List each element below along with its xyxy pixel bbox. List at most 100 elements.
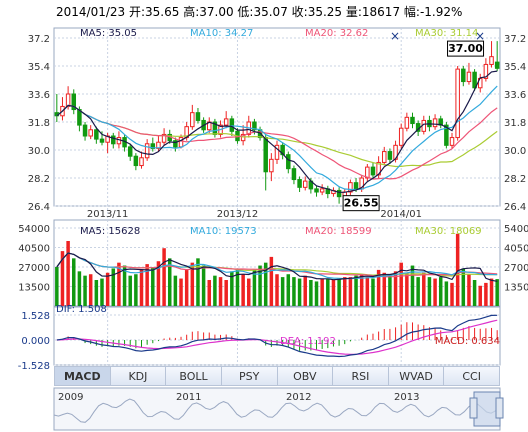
macd-y-tick: 0.000 <box>21 336 50 347</box>
volume-y-tick-right: 54000 <box>504 224 528 235</box>
volume-bar <box>213 275 217 306</box>
volume-y-tick-right: 13500 <box>504 283 528 294</box>
volume-bar <box>422 272 426 306</box>
volume-bar <box>128 275 132 306</box>
price-y-tick-right: 28.2 <box>504 174 526 185</box>
candle-body <box>269 158 274 173</box>
volume-bar <box>83 275 87 306</box>
volume-bar <box>184 269 189 306</box>
volume-bar <box>382 272 387 306</box>
volume-bar <box>376 269 381 306</box>
macd-y-tick: -1.528 <box>18 361 50 372</box>
price-y-tick-left: 37.2 <box>28 34 50 45</box>
price-y-tick-right: 35.4 <box>504 62 526 73</box>
navigator-left-handle[interactable] <box>469 397 478 419</box>
volume-bar <box>72 258 76 306</box>
volume-bar <box>478 285 482 306</box>
candle-body <box>302 180 308 188</box>
candle-body <box>348 182 353 193</box>
candle-body <box>190 112 195 128</box>
volume-bar <box>342 277 347 306</box>
candle-body <box>195 112 201 121</box>
volume-bar <box>145 264 149 306</box>
price-ma10-line <box>56 85 498 191</box>
candle-body <box>336 189 342 198</box>
volume-bar <box>354 275 358 306</box>
price-legend-ma5: MA5: 35.05 <box>80 28 137 39</box>
candle-body <box>150 143 156 149</box>
volume-bar <box>438 277 443 306</box>
close-value: 35.25 <box>308 5 346 19</box>
volume-bar <box>247 278 251 306</box>
volume-bar <box>263 262 268 306</box>
candle-body <box>88 129 93 137</box>
volume-ma10-line <box>56 252 498 280</box>
price-y-tick-left: 30.0 <box>28 146 50 157</box>
candle-body <box>494 61 500 69</box>
low-label: 低: <box>237 5 253 19</box>
volume-bar <box>348 277 353 306</box>
volume-bar <box>292 277 296 306</box>
volume-bar <box>66 241 70 306</box>
candle-body <box>178 137 184 148</box>
volume-bar <box>275 274 279 306</box>
volume-bar <box>359 274 364 306</box>
candle-body <box>173 140 178 148</box>
candle-body <box>461 68 466 83</box>
volume-legend-ma20: MA20: 18599 <box>305 226 372 237</box>
dea-line <box>56 319 498 355</box>
price-panel-frame <box>53 27 501 207</box>
change-label: 幅: <box>404 4 420 19</box>
candle-body <box>133 155 139 167</box>
volume-bar <box>371 278 375 306</box>
x-tick-label: 2014/01 <box>380 209 422 220</box>
volume-bar <box>461 268 466 306</box>
volume-bar <box>173 275 178 306</box>
candle-body <box>286 154 291 170</box>
min-price-label: 26.55 <box>344 197 379 210</box>
high-marker-icon: × <box>390 29 400 43</box>
volume-bar <box>167 258 172 306</box>
volume-bar <box>326 278 330 306</box>
price-y-tick-right: 30.0 <box>504 146 526 157</box>
macd-legend-macd: MACD: 0.634 <box>435 336 500 347</box>
quote-header: 2014/01/23 开:35.65 高:37.00 低:35.07 收:35.… <box>56 4 462 19</box>
volume-bar <box>77 271 82 306</box>
candle-body <box>410 116 415 125</box>
volume-y-tick-right: 40500 <box>504 244 528 255</box>
tab-rsi[interactable]: RSI <box>333 366 389 386</box>
price-y-tick-right: 31.8 <box>504 118 526 129</box>
volume-bar <box>196 258 200 306</box>
volume-bar <box>201 265 206 306</box>
volume-bar <box>365 277 370 306</box>
candle-body <box>71 93 77 111</box>
volume-y-tick-left: 40500 <box>18 244 50 255</box>
tab-kdj[interactable]: KDJ <box>110 366 167 386</box>
volume-bar <box>489 278 494 306</box>
candle-body <box>472 71 477 89</box>
high-value: 37.00 <box>199 5 237 19</box>
macd-legend-dif: DIF: 1.508 <box>56 304 107 315</box>
macd-legend-dea: DEA: 1.192 <box>280 336 336 347</box>
candle-body <box>229 118 235 132</box>
high-label: 高: <box>183 4 199 19</box>
tab-obv[interactable]: OBV <box>277 366 334 386</box>
price-legend-ma10: MA10: 34.27 <box>190 28 253 39</box>
open-value: 35.65 <box>145 5 183 19</box>
candle-body <box>444 124 449 146</box>
tab-psy[interactable]: PSY <box>221 366 278 386</box>
tab-wvad[interactable]: WVAD <box>388 366 445 386</box>
candle-body <box>291 168 297 181</box>
price-ma5-line <box>56 70 498 193</box>
navigator-history-line <box>53 398 501 423</box>
tab-boll[interactable]: BOLL <box>166 366 222 386</box>
navigator-right-handle[interactable] <box>495 397 504 419</box>
candle-body <box>280 144 285 156</box>
tab-macd[interactable]: MACD <box>54 366 111 386</box>
volume-bar <box>314 281 319 306</box>
indicator-tabs: MACD KDJ BOLL PSY OBV RSI WVAD CCI <box>54 366 500 386</box>
volume-bar <box>88 274 93 306</box>
tab-cci[interactable]: CCI <box>444 366 500 386</box>
candle-body <box>240 133 246 142</box>
